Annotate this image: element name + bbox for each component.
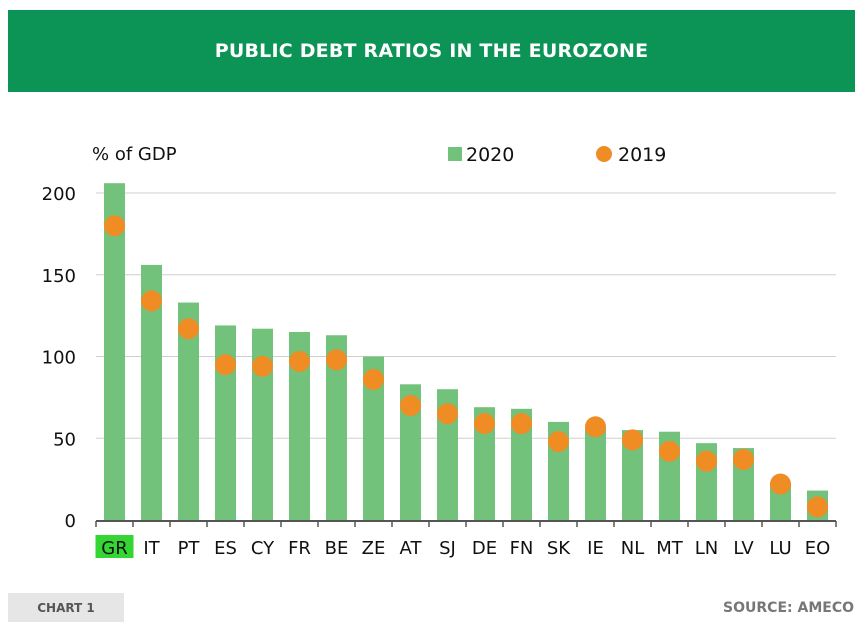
x-tick-label-ln: LN: [695, 538, 719, 559]
bar-2020-ie: [585, 428, 606, 520]
dot-2019-pt: [178, 318, 199, 340]
x-tick-label-sk: SK: [547, 538, 571, 559]
x-tick-highlight-gr: [95, 535, 134, 558]
x-tick-label-fn: FN: [510, 538, 534, 559]
chart-number-label: CHART 1: [37, 600, 95, 615]
x-tick-label-es: ES: [214, 538, 237, 559]
bar-2020-pt: [178, 302, 199, 520]
y-tick-label-0: 0: [65, 511, 76, 532]
grid-layer: [96, 192, 836, 439]
x-tick-label-be: BE: [325, 538, 349, 559]
source-label: SOURCE: AMECO: [723, 600, 854, 616]
dot-2019-de: [474, 413, 495, 435]
legend-swatch-2020: [448, 147, 462, 161]
x-tick-label-at: AT: [400, 538, 423, 559]
dot-2019-fn: [511, 413, 532, 435]
x-tick-label-nl: NL: [621, 538, 645, 559]
bar-2020-fr: [289, 331, 310, 520]
dot-2019-sk: [548, 431, 569, 453]
dot-layer: [104, 215, 828, 518]
chart-title: PUBLIC DEBT RATIOS IN THE EUROZONE: [214, 40, 649, 62]
bar-2020-de: [474, 407, 495, 520]
x-tick-label-lv: LV: [733, 538, 754, 559]
chart-header: PUBLIC DEBT RATIOS IN THE EUROZONE: [8, 10, 855, 92]
x-tick-label-mt: MT: [656, 538, 684, 559]
dot-2019-sj: [437, 403, 458, 425]
legend-label-2020: 2020: [466, 144, 514, 166]
x-tick-label-ze: ZE: [362, 538, 386, 559]
x-tick-label-pt: PT: [178, 538, 201, 559]
bar-2020-nl: [622, 430, 643, 520]
dot-2019-lv: [733, 449, 754, 471]
dot-2019-es: [215, 354, 236, 376]
x-tick-labels: GR IT PT ES CY FR BE ZE AT SJ DE FN SK IE NL MT LN LV LU EO: [95, 535, 831, 559]
legend-label-2019: 2019: [618, 144, 666, 166]
y-tick-label-100: 100: [42, 348, 76, 369]
y-axis-title: % of GDP: [92, 144, 177, 165]
y-tick-labels: 0 50 100 150 200: [42, 184, 76, 532]
dot-2019-gr: [104, 215, 125, 237]
legend-swatch-2019: [596, 146, 612, 162]
bar-2020-cy: [252, 328, 273, 520]
axis-layer: [95, 520, 837, 527]
dot-2019-ze: [363, 368, 384, 390]
y-tick-label-200: 200: [42, 184, 76, 205]
dot-2019-ie: [585, 416, 606, 438]
x-tick-label-de: DE: [472, 538, 497, 559]
x-tick-label-eo: EO: [805, 538, 831, 559]
x-tick-label-lu: LU: [769, 538, 791, 559]
bar-2020-ze: [363, 356, 384, 520]
dot-2019-be: [326, 349, 347, 371]
x-tick-label-fr: FR: [288, 538, 311, 559]
bar-2020-be: [326, 335, 347, 520]
dot-2019-it: [141, 290, 162, 312]
dot-2019-lu: [770, 473, 791, 495]
dot-2019-at: [400, 395, 421, 417]
bar-2020-es: [215, 325, 236, 520]
x-tick-label-it: IT: [143, 538, 160, 559]
dot-2019-cy: [252, 355, 273, 377]
y-tick-label-150: 150: [42, 266, 76, 287]
x-tick-label-sj: SJ: [439, 538, 456, 559]
bar-2020-it: [141, 264, 162, 520]
bar-2020-at: [400, 384, 421, 520]
bar-layer: [104, 183, 828, 520]
x-tick-label-gr: GR: [101, 538, 127, 559]
x-tick-label-cy: CY: [251, 538, 275, 559]
dot-2019-fr: [289, 350, 310, 372]
dot-2019-eo: [807, 496, 828, 518]
chart-number-tag: CHART 1: [8, 593, 124, 622]
dot-2019-nl: [622, 429, 643, 451]
bar-2020-fn: [511, 408, 532, 520]
dot-2019-ln: [696, 450, 717, 472]
legend: 2020 2019: [448, 144, 666, 166]
x-tick-label-ie: IE: [587, 538, 604, 559]
y-tick-label-50: 50: [53, 429, 76, 450]
dot-2019-mt: [659, 440, 680, 462]
bar-2020-gr: [104, 183, 125, 520]
